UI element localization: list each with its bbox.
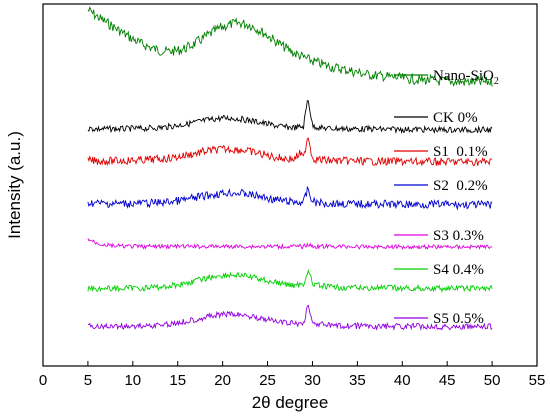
legend-label: S1 0.1%: [433, 144, 488, 160]
series-line-2: [87, 137, 493, 167]
legend-label-text: S4 0.4%: [433, 262, 484, 278]
legend-label-text: Nano-SiO: [433, 68, 494, 84]
y-axis-label: Intensity (a.u.): [5, 131, 24, 239]
series-layer: [87, 5, 493, 331]
legend-label-text: S5 0.5%: [433, 311, 484, 327]
legend-label: Nano-SiO2: [433, 68, 499, 87]
x-tick-label: 40: [394, 372, 411, 389]
x-tick-label: 5: [84, 372, 92, 389]
x-axis-ticks: 0 5 10 15 20 25 30 35 40 45 50 55: [39, 361, 546, 389]
legend-label-text: S1 0.1%: [433, 144, 488, 160]
x-tick-label: 55: [529, 372, 546, 389]
legend: Nano-SiO2 CK 0% S1 0.1% S2 0.2% S3 0.3% S4 0.…: [394, 68, 499, 327]
legend-label-text: S2 0.2%: [433, 178, 488, 194]
legend-label: S2 0.2%: [433, 178, 488, 194]
series-line-0: [87, 5, 493, 87]
series-line-5: [87, 269, 493, 293]
legend-label-text: S3 0.3%: [433, 228, 484, 244]
x-axis-label: 2θ degree: [252, 393, 329, 412]
x-tick-label: 35: [349, 372, 366, 389]
plot-frame: [42, 3, 538, 367]
x-tick-label: 25: [259, 372, 276, 389]
legend-label: S5 0.5%: [433, 311, 484, 327]
x-tick-label: 10: [124, 372, 141, 389]
legend-label-text: CK 0%: [433, 110, 478, 126]
series-line-3: [87, 185, 493, 211]
x-tick-label: 0: [39, 372, 47, 389]
series-line-4: [87, 238, 493, 250]
series-line-6: [87, 304, 493, 331]
x-tick-label: 50: [484, 372, 501, 389]
series-line-1: [87, 100, 493, 135]
x-tick-label: 45: [439, 372, 456, 389]
legend-label: S4 0.4%: [433, 262, 484, 278]
legend-label-subscript: 2: [494, 76, 499, 87]
legend-label: S3 0.3%: [433, 228, 484, 244]
x-tick-label: 15: [169, 372, 186, 389]
legend-label: CK 0%: [433, 110, 478, 126]
x-tick-label: 20: [214, 372, 231, 389]
x-tick-label: 30: [304, 372, 321, 389]
